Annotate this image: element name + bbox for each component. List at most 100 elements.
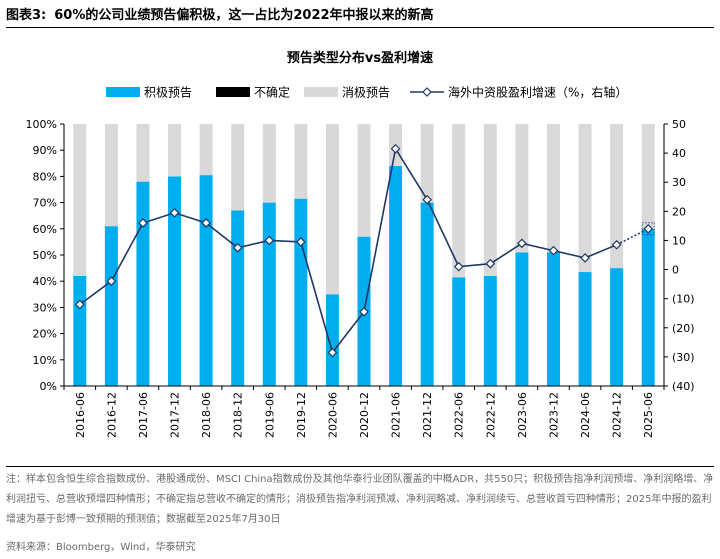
growth-point (485, 258, 496, 269)
right-tick-label: 40 (672, 147, 686, 160)
bar-negative (420, 124, 434, 203)
growth-line-forecast (616, 228, 649, 246)
bar-negative (515, 124, 529, 253)
axis-layer: 0% 10% 20% 30% 40% 50% 60% 70% 80% 90% 100% (40) (30… (26, 118, 695, 438)
growth-point (169, 207, 180, 218)
legend-marker (422, 87, 432, 97)
right-tick-label: 50 (672, 118, 686, 131)
bar-positive (168, 176, 182, 386)
bar-positive (199, 175, 213, 386)
left-tick-label: 0% (40, 380, 57, 393)
bar-negative (73, 124, 87, 276)
line-layer (74, 143, 655, 358)
right-tick-label: 30 (672, 176, 686, 189)
left-tick-label: 20% (33, 328, 57, 341)
bar-positive (578, 272, 592, 386)
legend-swatch (106, 87, 140, 97)
x-tick-label: 2016-06 (74, 392, 87, 438)
x-tick-label: 2022-12 (484, 392, 497, 438)
right-tick-label: (30) (672, 351, 695, 364)
legend-swatch (216, 87, 250, 97)
chart-title: 预告类型分布vs盈利增速 (287, 50, 433, 66)
bar-negative (610, 124, 624, 269)
bar-negative (136, 124, 150, 182)
bar-positive (389, 165, 403, 386)
notes-text: 注：样本包含恒生综合指数成份、港股通成份、MSCI China指数成份及其他华泰… (6, 474, 714, 525)
bar-negative (294, 124, 308, 199)
bar-positive (641, 228, 655, 386)
bar-positive (515, 252, 529, 386)
growth-point (548, 245, 559, 256)
left-tick-label: 90% (33, 144, 57, 157)
growth-point (74, 299, 85, 310)
x-tick-label: 2019-06 (263, 392, 276, 438)
bar-positive (231, 210, 245, 386)
growth-line (79, 146, 617, 355)
right-tick-label: (10) (672, 293, 695, 306)
legend-label: 积极预告 (144, 86, 192, 100)
bar-positive (483, 275, 497, 386)
x-tick-label: 2017-06 (137, 392, 150, 438)
source-text: 资料来源：Bloomberg，Wind，华泰研究 (6, 542, 196, 553)
notes-rule (6, 466, 714, 467)
growth-point (106, 276, 117, 287)
figure-headline: 60%的公司业绩预告偏积极，这一占比为2022年中报以来的新高 (54, 8, 434, 23)
x-tick-label: 2019-12 (295, 392, 308, 438)
x-tick-label: 2018-06 (200, 392, 213, 438)
x-tick-label: 2024-12 (611, 392, 624, 438)
legend-label: 不确定 (254, 85, 290, 100)
bar-positive (294, 198, 308, 386)
left-tick-label: 80% (33, 170, 57, 183)
bar-positive (104, 226, 118, 386)
bar-negative (231, 124, 245, 211)
growth-point (264, 235, 275, 246)
left-tick-label: 70% (33, 197, 57, 210)
bar-positive (546, 252, 560, 386)
right-tick-label: (20) (672, 322, 695, 335)
chart-legend: 积极预告 不确定 消极预告 海外中资股盈利增速（%，右轴） (106, 85, 627, 100)
growth-point (422, 194, 433, 205)
x-tick-label: 2025-06 (642, 392, 655, 438)
growth-point (138, 218, 148, 228)
bar-negative (104, 124, 118, 227)
bar-negative (452, 124, 466, 278)
bar-positive (136, 181, 150, 386)
growth-point (517, 238, 527, 249)
growth-point (295, 237, 306, 247)
x-tick-label: 2022-06 (453, 392, 466, 438)
left-tick-label: 60% (33, 223, 57, 236)
bar-negative (199, 124, 213, 176)
bar-layer (73, 124, 655, 386)
x-tick-label: 2016-12 (105, 392, 118, 438)
bar-negative (168, 124, 182, 177)
bar-positive (420, 202, 434, 386)
chart-svg: 预告类型分布vs盈利增速 积极预告 不确定 消极预告 海外中资股盈利增速（%，右轴） … (26, 50, 695, 438)
x-tick-label: 2024-06 (579, 392, 592, 438)
left-tick-label: 10% (33, 354, 57, 367)
right-tick-label: 0 (672, 264, 679, 277)
bar-negative (262, 124, 276, 203)
x-tick-label: 2021-06 (390, 392, 403, 438)
bar-positive (452, 277, 466, 386)
bar-negative (483, 124, 497, 276)
x-tick-label: 2020-12 (358, 392, 371, 438)
figure-header: 图表3: 60%的公司业绩预告偏积极，这一占比为2022年中报以来的新高 (6, 4, 714, 26)
growth-point (201, 218, 211, 228)
left-tick-label: 50% (33, 249, 57, 262)
left-tick-label: 100% (26, 118, 57, 131)
right-tick-label: (40) (672, 380, 695, 393)
figure-label: 图表3: (6, 8, 47, 23)
legend-swatch (304, 87, 338, 97)
x-tick-label: 2017-12 (169, 392, 182, 438)
growth-point (359, 306, 369, 317)
right-tick-label: 10 (672, 234, 686, 247)
legend-label: 消极预告 (342, 86, 390, 100)
x-tick-label: 2023-06 (516, 392, 529, 438)
growth-point (453, 261, 464, 272)
x-tick-label: 2021-12 (421, 392, 434, 438)
bar-positive (325, 294, 339, 386)
bar-positive (73, 275, 87, 386)
bar-negative (641, 124, 655, 229)
bar-positive (610, 268, 624, 386)
bar-negative (357, 124, 371, 237)
